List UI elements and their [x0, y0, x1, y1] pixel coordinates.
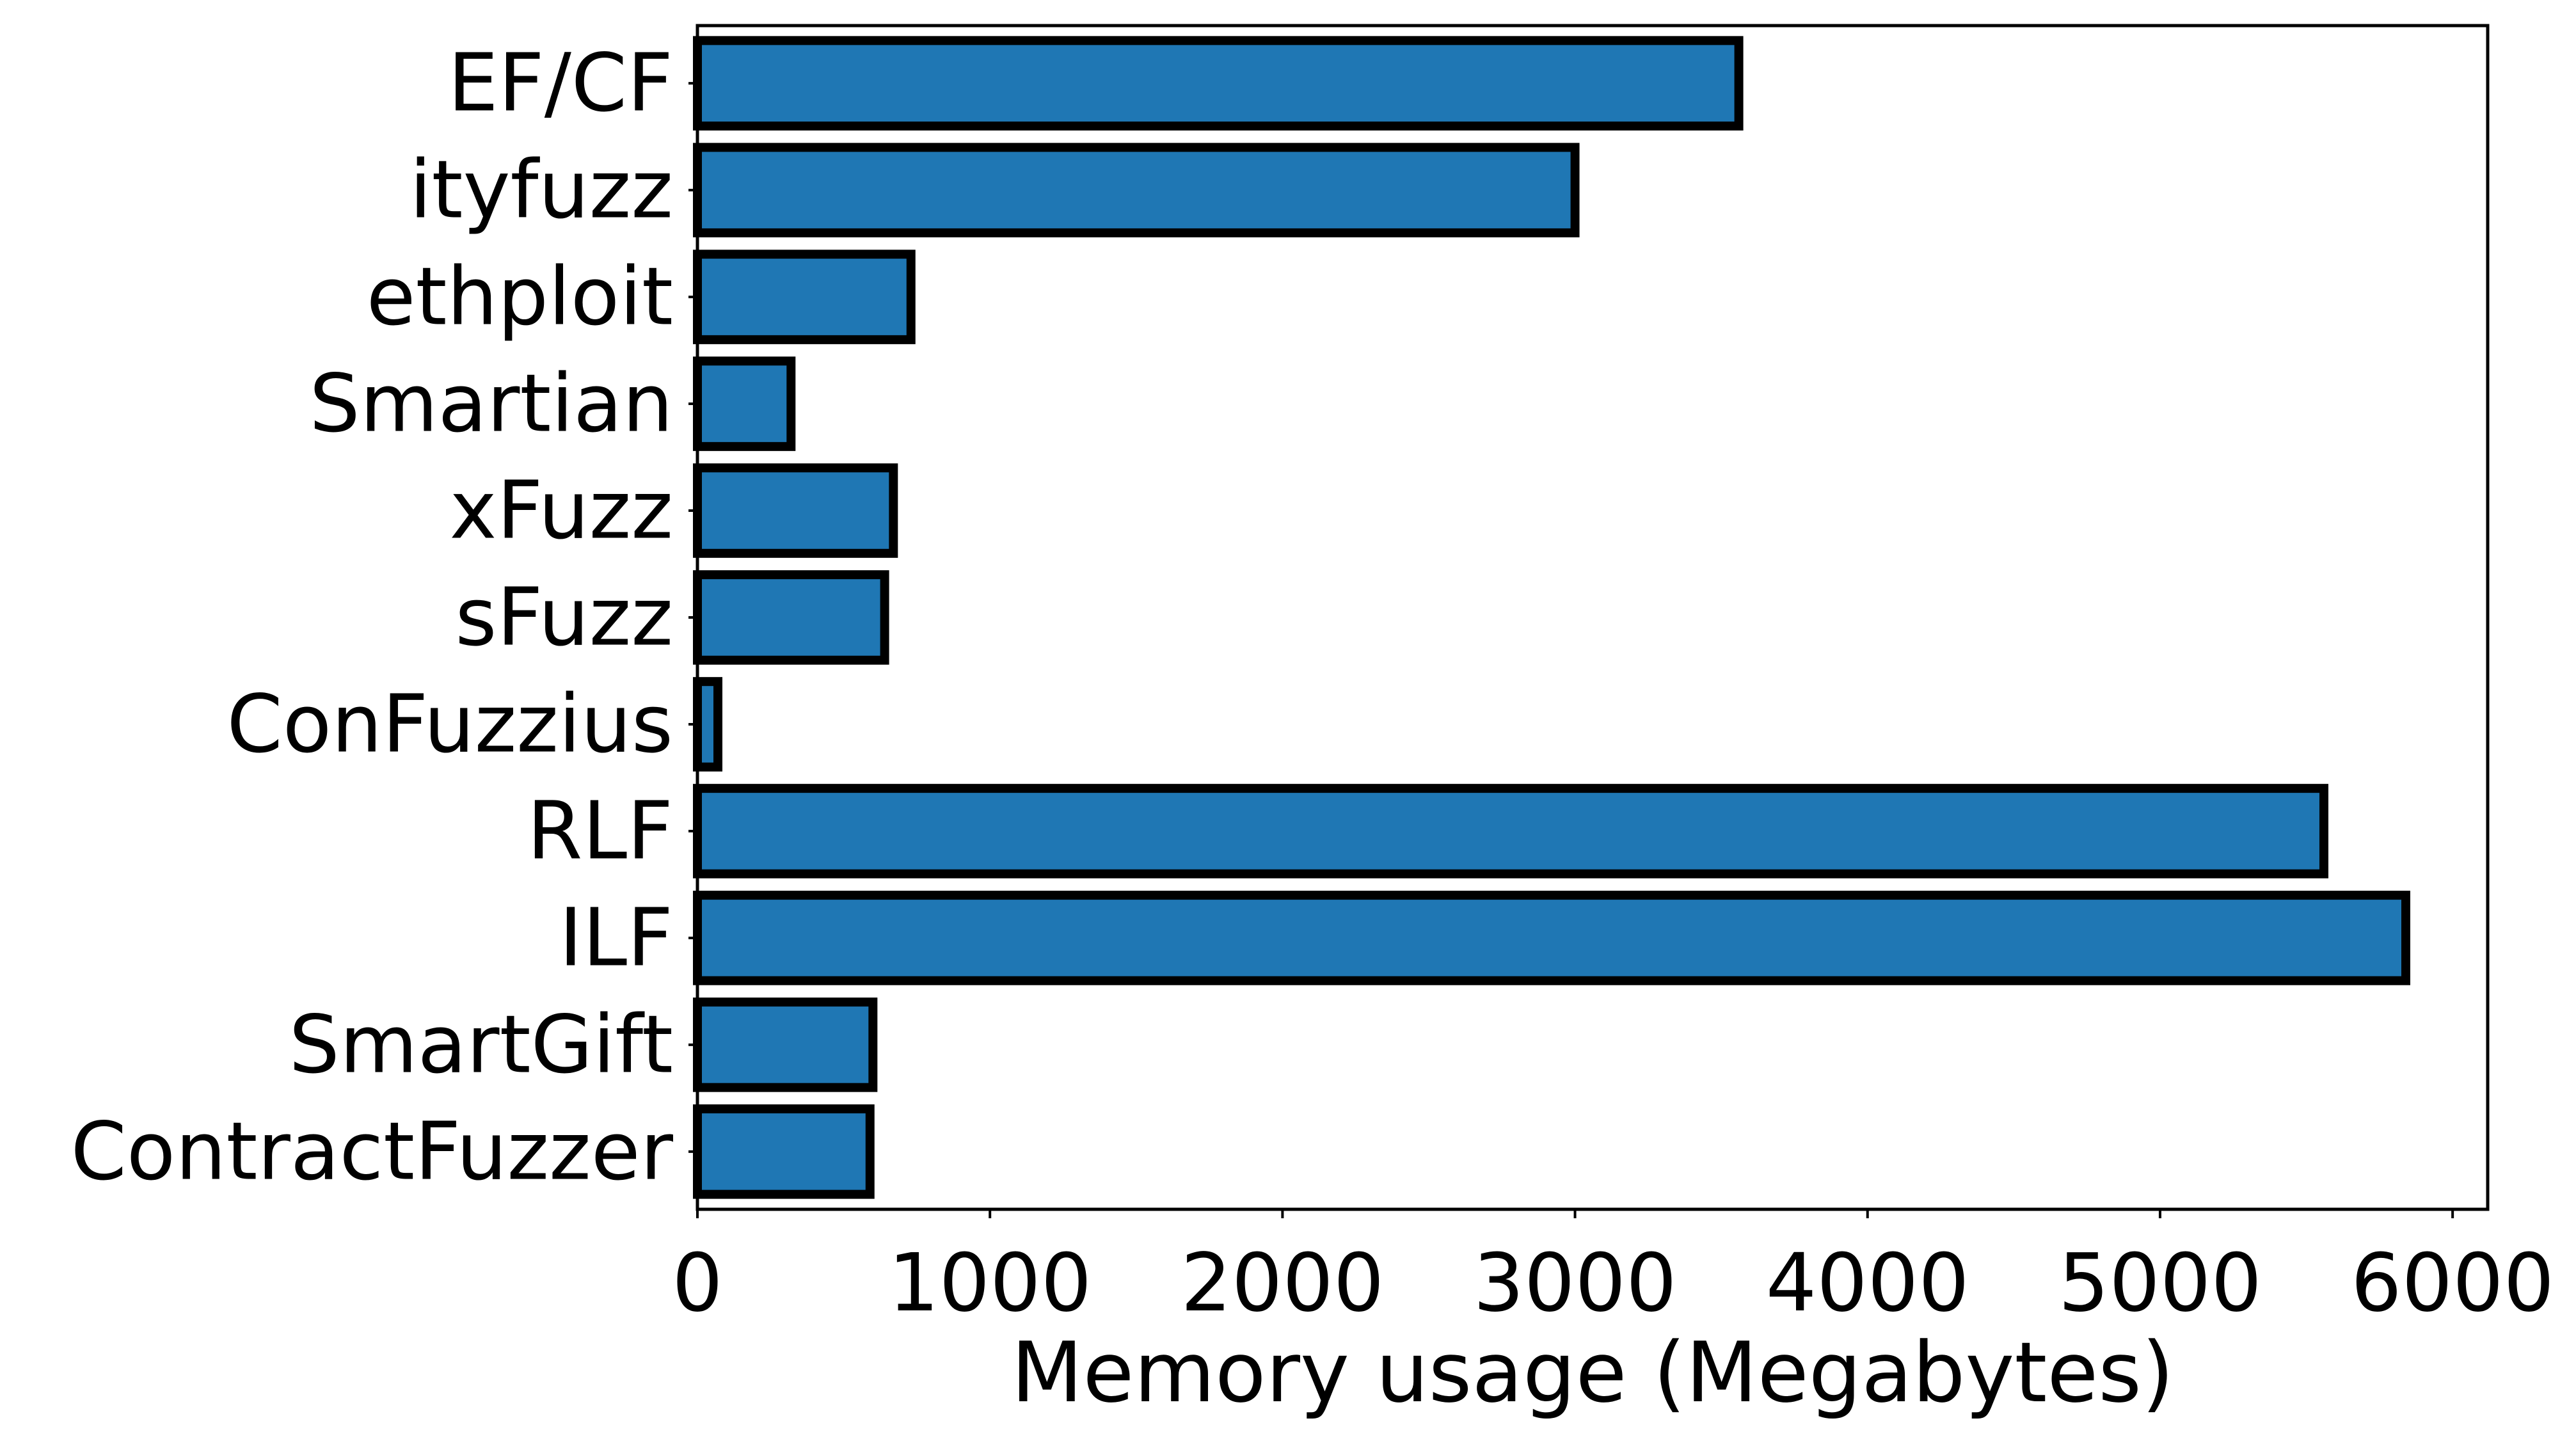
x-axis-ticks: 0 1000 2000 3000 4000 5000 6000 — [672, 1209, 2554, 1330]
bar-ef-cf — [693, 36, 1744, 131]
y-axis-ticks: EF/CF ityfuzz ethploit Smartian xFuzz sFuzz Co… — [70, 37, 697, 1198]
bars-group — [693, 36, 2410, 1199]
y-tick-label: ityfuzz — [409, 144, 673, 237]
y-tick-label: xFuzz — [450, 465, 674, 557]
plot-frame — [696, 24, 2490, 1211]
y-tick-label: ContractFuzzer — [70, 1105, 673, 1198]
y-tick-label: ILF — [559, 891, 673, 984]
bar-xfuzz — [693, 463, 898, 558]
bar-rlf — [693, 784, 2328, 879]
x-tick-label: 4000 — [1766, 1237, 1969, 1330]
x-tick-label: 6000 — [2351, 1237, 2554, 1330]
bar-smartian — [693, 356, 796, 451]
x-tick-label: 2000 — [1181, 1237, 1384, 1330]
bar-sfuzz — [693, 570, 889, 665]
bar-contractfuzzer — [693, 1104, 875, 1199]
x-tick-label: 0 — [672, 1237, 723, 1330]
y-tick-label: sFuzz — [455, 571, 673, 664]
y-tick-label: RLF — [527, 784, 673, 877]
y-tick-label: EF/CF — [448, 37, 673, 130]
y-tick-label: ethploit — [367, 251, 673, 344]
bar-ilf — [693, 891, 2410, 985]
y-tick-label: ConFuzzius — [227, 678, 673, 770]
bar-smartgift — [693, 998, 878, 1092]
y-tick-label: Smartian — [309, 358, 673, 450]
y-tick-label: SmartGift — [289, 998, 673, 1091]
x-tick-label: 3000 — [1474, 1237, 1677, 1330]
x-axis-title: Memory usage (Megabytes) — [1011, 1324, 2174, 1421]
bar-ityfuzz — [693, 143, 1580, 237]
bar-ethploit — [693, 250, 916, 344]
x-tick-label: 5000 — [2058, 1237, 2262, 1330]
x-tick-label: 1000 — [888, 1237, 1092, 1330]
bar-confuzzius — [693, 677, 723, 772]
